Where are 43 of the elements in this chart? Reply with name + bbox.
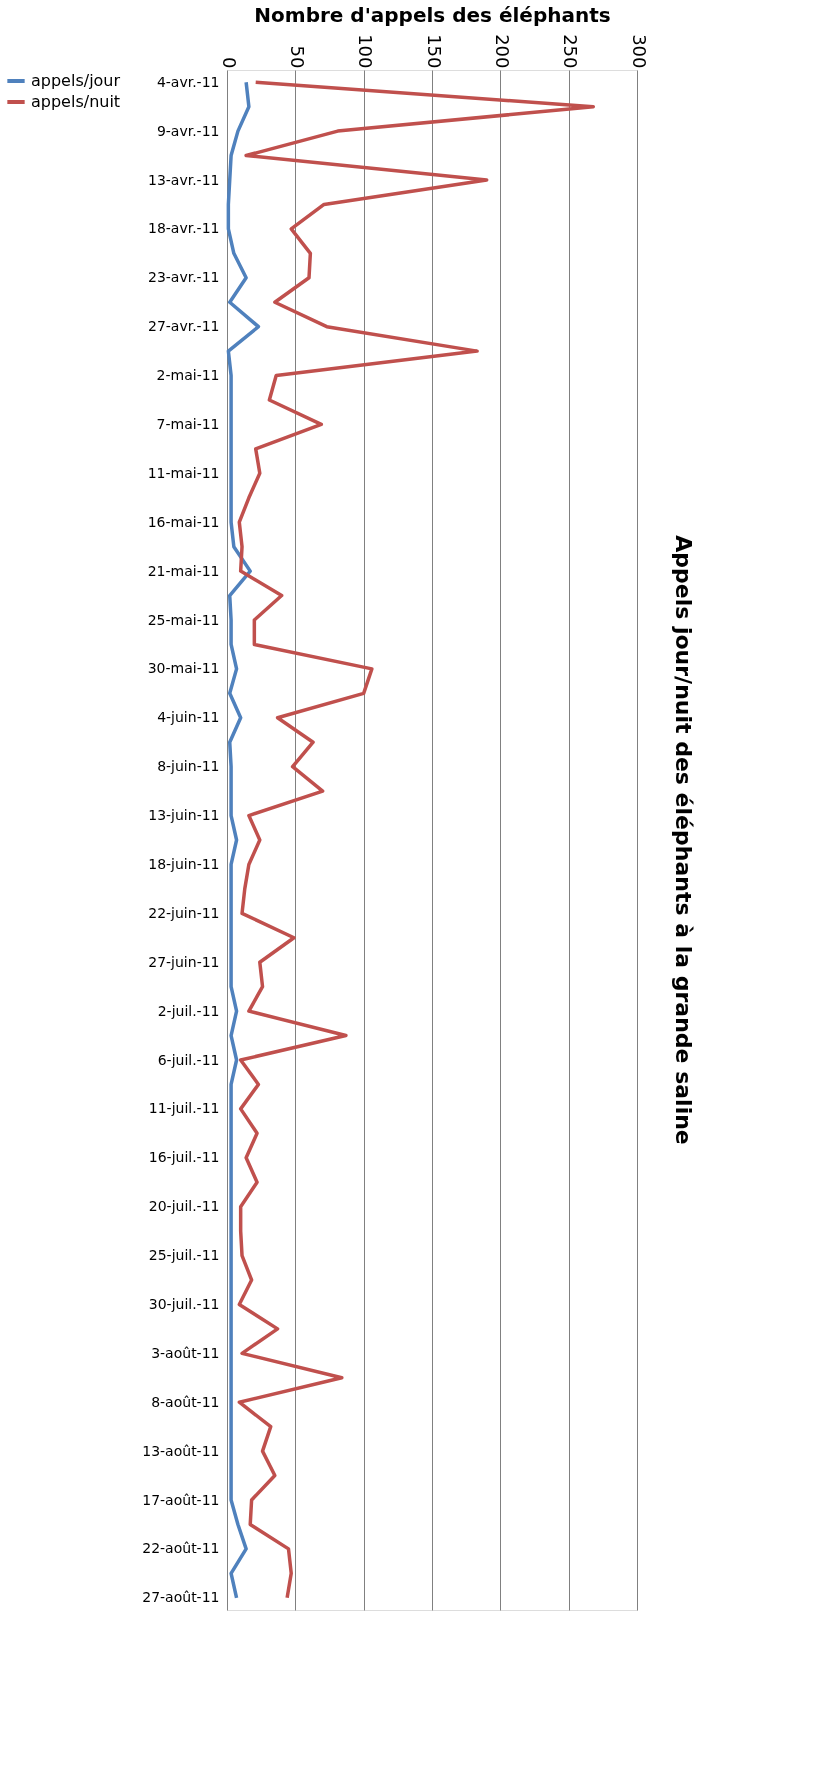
y-tick-label: 13-avr.-11 — [147, 171, 220, 188]
y-tick-label: 20-juil.-11 — [148, 1198, 220, 1215]
y-tick-label: 7-mai-11 — [156, 415, 220, 432]
y-tick-label: 30-mai-11 — [147, 660, 220, 677]
x-tick-label: 250 — [560, 34, 582, 69]
y-tick-label: 25-mai-11 — [147, 611, 220, 628]
y-tick-label: 2-juil.-11 — [157, 1002, 220, 1019]
y-tick-label: 17-août-11 — [142, 1491, 220, 1508]
y-tick-label: 18-avr.-11 — [147, 220, 220, 237]
x-tick-label: 0 — [218, 57, 240, 69]
y-tick-label: 4-avr.-11 — [156, 73, 220, 90]
y-tick-label: 27-juin-11 — [148, 953, 220, 970]
y-tick-label: 13-juin-11 — [148, 807, 220, 824]
legend-label: appels/nuit — [31, 92, 121, 111]
text: Appels jour/nuit des éléphants à la grande saline — [671, 535, 696, 1145]
y-tick-label: 16-juil.-11 — [148, 1149, 220, 1166]
y-tick-label: 23-avr.-11 — [147, 269, 220, 286]
y-tick-label: 27-avr.-11 — [147, 318, 220, 335]
y-tick-label: 25-juil.-11 — [148, 1247, 220, 1264]
y-tick-label: 13-août-11 — [142, 1442, 220, 1459]
y-tick-label: 22-juin-11 — [148, 904, 220, 921]
y-tick-label: 11-juil.-11 — [148, 1100, 220, 1117]
y-tick-label: 11-mai-11 — [147, 464, 220, 481]
y-tick-label: 8-juin-11 — [157, 758, 220, 775]
y-tick-label: 2-mai-11 — [156, 367, 220, 384]
y-tick-label: 9-avr.-11 — [156, 122, 220, 139]
x-tick-label: 200 — [491, 34, 513, 69]
x-tick-label: 300 — [628, 34, 650, 69]
y-tick-label: 16-mai-11 — [147, 513, 220, 530]
y-tick-label: 8-août-11 — [151, 1393, 220, 1410]
y-tick-label: 18-juin-11 — [148, 855, 220, 872]
x-tick-label: 50 — [286, 45, 308, 69]
y-tick-label: 3-août-11 — [151, 1344, 220, 1361]
y-tick-label: 4-juin-11 — [157, 709, 220, 726]
y-tick-label: 21-mai-11 — [147, 562, 220, 579]
y-tick-label: 22-août-11 — [142, 1540, 220, 1557]
y-tick-label: 27-août-11 — [142, 1589, 220, 1606]
y-tick-label: 6-juil.-11 — [157, 1051, 220, 1068]
y-tick-label: 30-juil.-11 — [148, 1295, 220, 1312]
x-tick-label: 150 — [423, 34, 445, 69]
x-axis-title: Nombre d'appels des éléphants — [254, 3, 611, 28]
x-tick-label: 100 — [355, 34, 377, 69]
legend-label: appels/jour — [31, 71, 121, 90]
